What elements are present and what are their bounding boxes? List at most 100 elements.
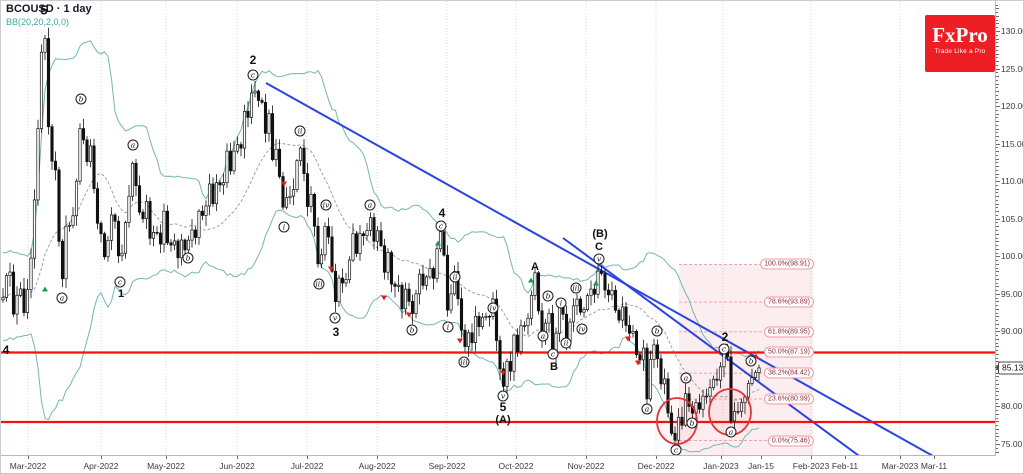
price-axis-tick xyxy=(996,297,998,299)
time-axis-label: Oct-2022 xyxy=(498,461,534,471)
price-axis-label: 95.00 xyxy=(1001,288,1023,299)
price-axis-tick xyxy=(996,154,998,156)
price-axis-tick xyxy=(996,353,999,355)
chart-legend: BCOUSD · 1 day BB(20,20,2,0,0) xyxy=(6,3,92,29)
price-axis-tick xyxy=(996,38,999,40)
wave-label-circled[interactable]: a xyxy=(725,426,737,438)
wave-label-circled[interactable]: ii xyxy=(449,271,461,283)
trendline xyxy=(265,82,934,455)
wave-label[interactable]: 1 xyxy=(673,453,680,455)
price-axis-tick xyxy=(996,139,998,141)
sell-signal-marker xyxy=(281,181,287,187)
price-axis-tick xyxy=(996,109,998,111)
price-axis-tick xyxy=(996,275,998,277)
price-axis-tick xyxy=(996,46,999,48)
time-axis[interactable]: Mar-2022 Apr-2022 May-2022 Jun-2022 Jul-2022… xyxy=(1,456,996,473)
wave-label-circled[interactable]: c xyxy=(547,348,559,360)
price-axis-tick xyxy=(996,256,1000,258)
wave-label-circled[interactable]: v xyxy=(329,312,341,324)
wave-label[interactable]: 2 xyxy=(721,330,729,344)
wave-label-circled[interactable]: a xyxy=(537,330,549,342)
price-axis-tick xyxy=(996,113,999,115)
wave-label-circled[interactable]: iv xyxy=(320,199,332,211)
price-axis-tick xyxy=(996,229,998,231)
wave-label[interactable]: (B) xyxy=(592,228,608,240)
wave-label-circled[interactable]: c xyxy=(670,444,682,455)
price-axis-tick xyxy=(996,147,998,149)
price-axis-tick xyxy=(996,72,998,74)
wave-label-circled[interactable]: iv xyxy=(576,323,588,335)
wave-label[interactable]: A xyxy=(531,261,539,273)
symbol-title[interactable]: BCOUSD · 1 day xyxy=(6,3,92,15)
wave-label-circled[interactable]: iii xyxy=(570,282,582,294)
chart-pane[interactable]: BCOUSD · 1 day BB(20,20,2,0,0) a b c a b c i ii… xyxy=(1,1,996,456)
wave-label-circled[interactable]: v xyxy=(497,390,509,402)
price-axis-tick xyxy=(996,121,999,123)
time-axis-tick xyxy=(811,456,812,459)
wave-label[interactable]: 4 xyxy=(438,206,446,220)
wave-label-circled[interactable]: iii xyxy=(458,356,470,368)
wave-label-circled[interactable]: b xyxy=(651,325,663,337)
wave-label[interactable]: C xyxy=(595,241,603,253)
wave-label-circled[interactable]: c xyxy=(114,276,126,288)
wave-label-circled[interactable]: a xyxy=(680,372,692,384)
price-axis-tick xyxy=(996,432,998,434)
wave-label-circled[interactable]: b xyxy=(745,355,757,367)
price-axis-tick xyxy=(996,357,998,359)
time-axis-label: Mar-2023 xyxy=(881,461,919,471)
wave-label-circled[interactable]: a xyxy=(127,139,139,151)
price-axis-label: 110.00 xyxy=(1001,176,1024,187)
wave-label[interactable]: 4 xyxy=(2,343,10,357)
price-axis-tick xyxy=(996,188,999,190)
time-axis-tick xyxy=(28,456,29,459)
price-axis[interactable]: 130.00 125.00 120.00 115.00 110.00 105.00 100.… xyxy=(996,1,1024,456)
wave-label[interactable]: (A) xyxy=(495,414,511,426)
wave-label-circled[interactable]: b xyxy=(542,290,554,302)
wave-label-circled[interactable]: ii xyxy=(294,125,306,137)
highlight-circles[interactable] xyxy=(656,388,752,445)
wave-label-circled[interactable]: c xyxy=(435,220,447,232)
chart-canvas[interactable] xyxy=(1,1,996,456)
price-axis-tick xyxy=(996,413,999,415)
price-axis-tick xyxy=(996,335,998,337)
price-axis-tick xyxy=(996,233,999,235)
wave-label[interactable]: 2 xyxy=(249,53,257,67)
wave-label[interactable]: B xyxy=(550,361,558,373)
fxpro-logo-brand: FxPro xyxy=(932,23,988,47)
price-axis-tick xyxy=(996,31,1000,32)
wave-label-circled[interactable]: b xyxy=(182,252,194,264)
price-axis-tick xyxy=(996,346,999,348)
buy-signal-marker xyxy=(593,280,599,286)
wave-label-circled[interactable]: iii xyxy=(313,278,325,290)
price-axis-tick xyxy=(996,87,998,89)
wave-label-circled[interactable]: i xyxy=(278,221,290,233)
wave-label-circled[interactable]: b xyxy=(75,93,87,105)
wave-label-circled[interactable]: iv xyxy=(487,302,499,314)
indicator-label[interactable]: BB(20,20,2,0,0) xyxy=(6,17,70,27)
wave-label-circled[interactable]: b xyxy=(686,417,698,429)
wave-label[interactable]: 5 xyxy=(499,400,507,414)
sell-signal-marker xyxy=(381,295,387,301)
wave-label-circled[interactable]: a xyxy=(56,292,68,304)
wave-label-circled[interactable]: b xyxy=(406,324,418,336)
wave-label-circled[interactable]: i xyxy=(555,297,567,309)
wave-label[interactable]: 5 xyxy=(40,2,48,18)
wave-label-circled[interactable]: v xyxy=(593,253,605,265)
wave-label-circled[interactable]: c xyxy=(247,69,259,81)
wave-label[interactable]: 3 xyxy=(332,325,340,339)
price-axis-label: 80.00 xyxy=(1001,401,1023,412)
price-axis-tick xyxy=(996,192,998,194)
price-axis-tick xyxy=(996,263,999,265)
price-axis-tick xyxy=(996,241,999,243)
wave-label-circled[interactable]: c xyxy=(718,343,730,355)
time-axis-tick xyxy=(101,456,102,459)
wave-label-circled[interactable]: a xyxy=(641,403,653,415)
price-axis-tick xyxy=(996,387,998,389)
fxpro-logo-tagline: Trade Like a Pro xyxy=(934,48,986,55)
wave-label[interactable]: 1 xyxy=(117,288,125,300)
wave-label-circled[interactable]: a xyxy=(364,199,376,211)
price-axis-tick xyxy=(996,226,999,228)
wave-label-circled[interactable]: ii xyxy=(560,337,572,349)
price-axis-tick xyxy=(996,184,998,186)
wave-label-circled[interactable]: i xyxy=(442,321,454,333)
